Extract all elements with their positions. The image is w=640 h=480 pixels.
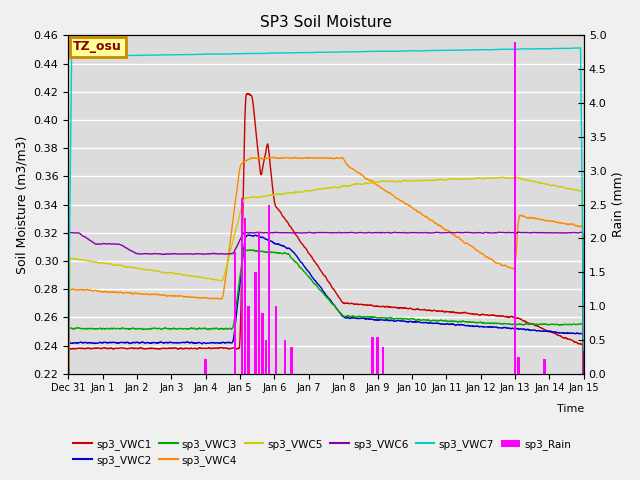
Bar [376, 336, 379, 374]
sp3_VWC2 [262, 236, 270, 242]
sp3_VWC4 [580, 437, 588, 443]
Bar [234, 252, 236, 374]
Bar [371, 336, 374, 374]
sp3_VWC1 [515, 315, 522, 321]
sp3_VWC4 [570, 222, 578, 228]
sp3_VWC2 [515, 326, 522, 332]
sp3_VWC5 [262, 193, 269, 199]
Line: sp3_VWC7: sp3_VWC7 [68, 48, 584, 370]
Bar [254, 272, 257, 374]
sp3_VWC6 [515, 229, 522, 235]
sp3_VWC5 [580, 410, 588, 416]
Line: sp3_VWC5: sp3_VWC5 [68, 177, 584, 471]
sp3_VWC6 [262, 229, 269, 235]
Bar [543, 359, 545, 374]
sp3_VWC3 [262, 249, 270, 255]
sp3_VWC3 [154, 326, 161, 332]
sp3_VWC6 [123, 245, 131, 251]
sp3_VWC5 [64, 468, 72, 474]
Bar [204, 359, 207, 374]
sp3_VWC7 [570, 45, 577, 51]
Line: sp3_VWC1: sp3_VWC1 [68, 94, 584, 480]
Bar [381, 347, 384, 374]
sp3_VWC5 [570, 187, 578, 192]
sp3_VWC7 [64, 367, 72, 373]
Text: Time: Time [557, 404, 584, 414]
Bar [241, 198, 243, 374]
sp3_VWC6 [64, 441, 72, 446]
Line: sp3_VWC3: sp3_VWC3 [68, 250, 584, 480]
Bar [264, 340, 267, 374]
Title: SP3 Soil Moisture: SP3 Soil Moisture [260, 15, 392, 30]
Bar [261, 313, 264, 374]
sp3_VWC3 [123, 326, 131, 332]
sp3_VWC1 [570, 338, 578, 344]
Legend: sp3_VWC1, sp3_VWC2, sp3_VWC3, sp3_VWC4, sp3_VWC5, sp3_VWC6, sp3_VWC7, sp3_Rain: sp3_VWC1, sp3_VWC2, sp3_VWC3, sp3_VWC4, … [69, 434, 575, 470]
Bar [514, 42, 516, 374]
Bar [284, 340, 286, 374]
sp3_VWC7 [154, 52, 161, 58]
sp3_VWC6 [154, 251, 161, 257]
Bar [268, 204, 271, 374]
sp3_VWC7 [262, 50, 269, 56]
sp3_VWC4 [262, 156, 269, 161]
sp3_VWC6 [284, 230, 292, 236]
sp3_VWC2 [285, 245, 292, 251]
Line: sp3_VWC6: sp3_VWC6 [68, 232, 584, 444]
Bar [258, 232, 260, 374]
Line: sp3_VWC2: sp3_VWC2 [68, 235, 584, 480]
sp3_VWC7 [580, 347, 588, 353]
sp3_VWC3 [246, 247, 253, 252]
sp3_VWC5 [284, 191, 292, 196]
sp3_VWC3 [570, 321, 578, 327]
sp3_VWC3 [515, 322, 522, 327]
sp3_VWC4 [271, 155, 278, 160]
Bar [244, 218, 246, 374]
sp3_VWC6 [515, 229, 523, 235]
sp3_VWC2 [245, 232, 253, 238]
sp3_VWC4 [515, 219, 522, 225]
sp3_VWC1 [123, 346, 131, 352]
sp3_VWC4 [64, 470, 72, 476]
sp3_VWC1 [244, 91, 252, 96]
Line: sp3_VWC4: sp3_VWC4 [68, 157, 584, 473]
Text: TZ_osu: TZ_osu [74, 40, 122, 53]
sp3_VWC1 [262, 148, 270, 154]
sp3_VWC7 [123, 52, 131, 58]
sp3_VWC4 [154, 291, 161, 297]
sp3_VWC1 [154, 346, 161, 351]
sp3_VWC5 [499, 174, 506, 180]
Y-axis label: Rain (mm): Rain (mm) [612, 172, 625, 237]
sp3_VWC2 [154, 340, 161, 346]
sp3_VWC2 [570, 330, 578, 336]
sp3_VWC2 [123, 339, 131, 345]
sp3_VWC5 [515, 175, 522, 180]
sp3_VWC7 [284, 50, 292, 56]
sp3_VWC4 [285, 155, 292, 161]
sp3_VWC5 [154, 268, 161, 274]
Bar [275, 306, 277, 374]
sp3_VWC2 [580, 477, 588, 480]
sp3_VWC3 [580, 471, 588, 477]
Y-axis label: Soil Moisture (m3/m3): Soil Moisture (m3/m3) [15, 135, 28, 274]
sp3_VWC5 [123, 264, 131, 270]
sp3_VWC4 [123, 290, 131, 296]
sp3_VWC6 [570, 230, 578, 236]
Bar [248, 306, 250, 374]
sp3_VWC7 [575, 45, 582, 51]
sp3_VWC1 [285, 221, 292, 227]
Bar [517, 357, 520, 374]
sp3_VWC7 [515, 46, 522, 52]
Bar [291, 347, 293, 374]
sp3_VWC3 [285, 251, 292, 257]
sp3_VWC6 [580, 441, 588, 446]
